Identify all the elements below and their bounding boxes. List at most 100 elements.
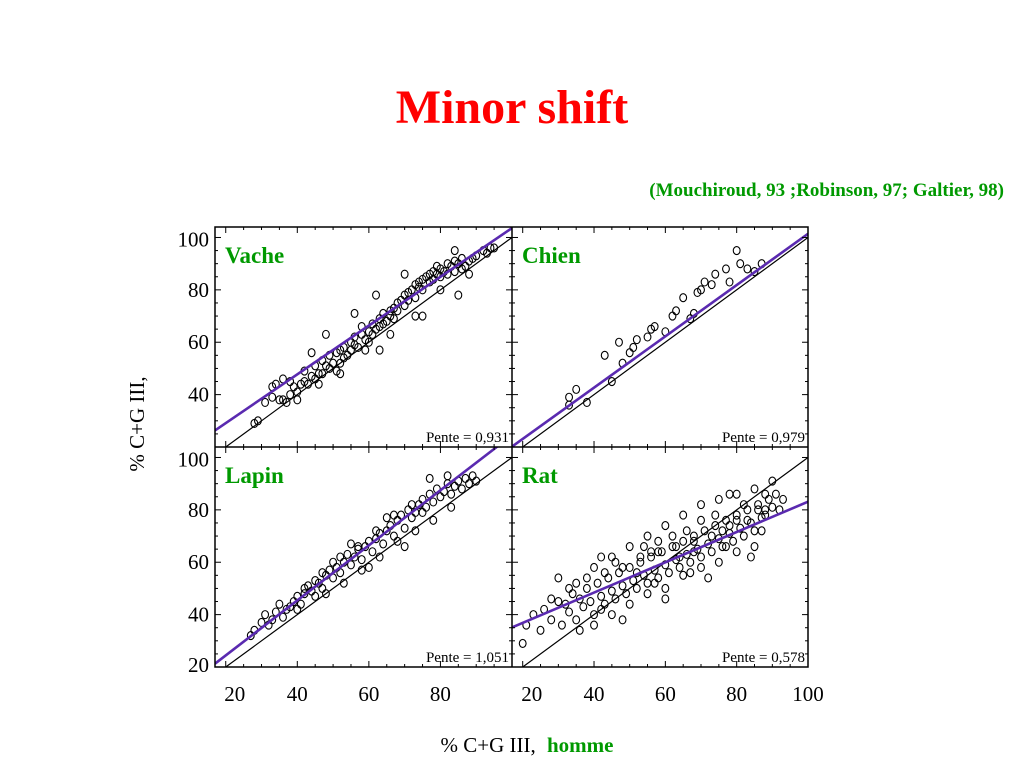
regression-line <box>215 227 512 432</box>
data-point <box>554 596 563 607</box>
data-point <box>268 392 277 402</box>
data-point <box>454 290 463 300</box>
data-point <box>275 395 284 405</box>
data-point <box>565 583 574 593</box>
data-point <box>647 547 656 557</box>
data-point <box>565 607 574 617</box>
data-point <box>268 615 277 625</box>
data-point <box>725 521 734 531</box>
data-point <box>447 502 456 512</box>
data-point <box>618 615 627 625</box>
data-point <box>632 335 641 345</box>
panel-chien: Chien Pente = 0,979 <box>512 232 808 447</box>
data-point <box>607 552 616 562</box>
data-point <box>750 541 759 552</box>
axes-layer: 20 40 60 80 20 40 60 80 100 40 60 80 100 20 40 60 80 100 <box>178 226 824 706</box>
data-point <box>746 552 755 562</box>
data-point <box>743 505 752 515</box>
data-point <box>739 531 748 541</box>
panel-label: Lapin <box>225 463 284 488</box>
data-point <box>725 277 734 287</box>
data-point <box>707 547 716 557</box>
data-point <box>714 557 723 567</box>
data-point <box>379 539 388 549</box>
data-point <box>725 489 734 499</box>
data-point <box>625 348 634 358</box>
data-point <box>547 615 556 625</box>
data-point <box>661 583 670 593</box>
data-point <box>615 337 623 347</box>
data-point <box>289 382 298 392</box>
data-point <box>761 489 770 499</box>
x-tick-label: 60 <box>655 682 676 706</box>
data-point <box>279 612 287 622</box>
data-point <box>632 583 641 593</box>
data-point <box>679 293 688 303</box>
x-tick-label: 100 <box>792 682 824 706</box>
data-point <box>661 594 670 604</box>
data-point <box>722 541 730 552</box>
data-point <box>711 521 720 531</box>
data-point <box>400 269 409 279</box>
data-point <box>293 395 302 405</box>
data-point <box>707 531 716 541</box>
data-point <box>361 345 370 355</box>
data-point <box>711 269 720 279</box>
data-point <box>625 541 634 552</box>
data-point <box>679 536 688 546</box>
slope-label: Pente = 0,979 <box>722 430 805 446</box>
data-point <box>336 552 345 562</box>
panel-lapin: Lapin Pente = 1,051 <box>215 447 512 667</box>
data-point <box>757 526 766 536</box>
data-point <box>697 562 705 573</box>
data-point <box>579 602 588 612</box>
data-point <box>743 515 752 525</box>
data-point <box>672 306 680 316</box>
slope-label: Pente = 0,578 <box>722 650 805 666</box>
data-point <box>668 311 677 321</box>
data-point <box>364 337 373 347</box>
panel-vache: Vache Pente = 0,931 <box>215 227 512 447</box>
data-point <box>611 594 620 604</box>
data-point <box>465 479 474 489</box>
data-point <box>357 565 366 575</box>
citation: (Mouchiroud, 93 ;Robinson, 97; Galtier, … <box>649 180 1004 201</box>
data-point <box>318 583 327 593</box>
y-axis-label: % C+G III, <box>125 376 149 471</box>
data-point <box>697 515 705 525</box>
y-tick-label: 60 <box>188 330 209 354</box>
data-point <box>643 332 652 342</box>
data-point <box>625 562 634 573</box>
data-point <box>375 552 384 562</box>
y-tick-label: 80 <box>188 278 209 302</box>
data-point <box>339 578 348 588</box>
plot-area-rat <box>512 456 808 667</box>
data-point <box>321 329 330 339</box>
y-tick-label: 40 <box>188 383 209 407</box>
data-point <box>314 379 323 389</box>
data-point <box>572 578 581 588</box>
data-point <box>565 392 574 402</box>
data-point <box>354 342 363 353</box>
data-point <box>686 568 695 578</box>
data-point <box>318 568 327 578</box>
data-point <box>750 484 759 494</box>
x-axis-label: % C+G III, homme <box>441 733 614 757</box>
data-point <box>582 583 591 593</box>
data-point <box>572 615 581 625</box>
data-point <box>296 599 305 609</box>
data-point <box>350 552 359 562</box>
data-point <box>321 589 330 599</box>
data-point <box>572 384 581 394</box>
data-point <box>679 510 688 520</box>
data-point <box>368 547 377 557</box>
identity-line <box>521 236 808 447</box>
plot-area-lapin <box>215 447 512 667</box>
y-tick-label: 100 <box>178 447 210 471</box>
x-tick-label: 80 <box>726 682 747 706</box>
data-point <box>636 552 645 562</box>
data-point <box>372 526 380 536</box>
data-point <box>686 557 695 567</box>
data-point <box>661 521 670 531</box>
data-point <box>700 277 709 287</box>
